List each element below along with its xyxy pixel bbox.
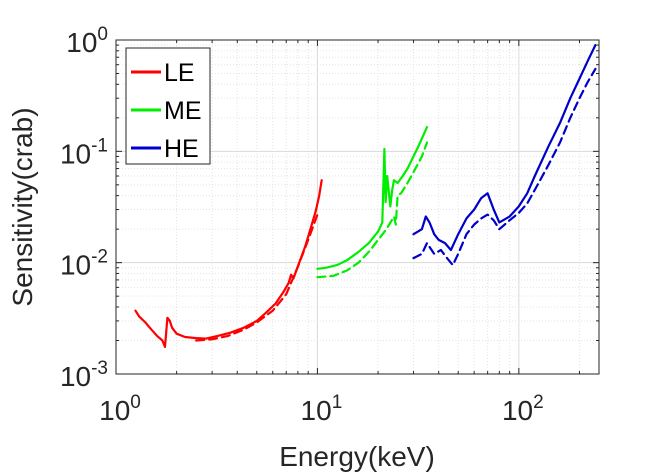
x-tick-labels: 100 101 102 [99, 392, 544, 426]
legend-box [125, 47, 211, 165]
axis-ticks [115, 39, 599, 375]
series-he-dashed-line [412, 67, 597, 267]
series-me-solid-line [316, 125, 429, 270]
series-he-solid-line [412, 43, 597, 252]
x-tick-label: 100 [99, 392, 141, 426]
x-tick-label: 101 [301, 392, 343, 426]
y-tick-label: 100 [66, 24, 108, 58]
legend-label-le: LE [164, 59, 195, 87]
plot-frame [115, 39, 600, 375]
legend: LE ME HE [125, 47, 211, 165]
y-tick-label: 10-2 [60, 247, 108, 281]
legend-label-me: ME [164, 97, 202, 125]
series-me-dashed-line [316, 141, 429, 279]
y-tick-labels: 10-3 10-2 10-1 100 [60, 24, 108, 392]
x-tick-label: 102 [502, 392, 544, 426]
series-le-solid-line [134, 179, 323, 348]
series-layer [134, 43, 597, 348]
y-axis-title: Sensitivity(crab) [7, 107, 38, 306]
y-tick-label: 10-3 [60, 358, 108, 392]
x-axis-title: Energy(keV) [279, 441, 435, 472]
legend-label-he: HE [164, 135, 199, 163]
y-tick-label: 10-1 [60, 135, 108, 169]
